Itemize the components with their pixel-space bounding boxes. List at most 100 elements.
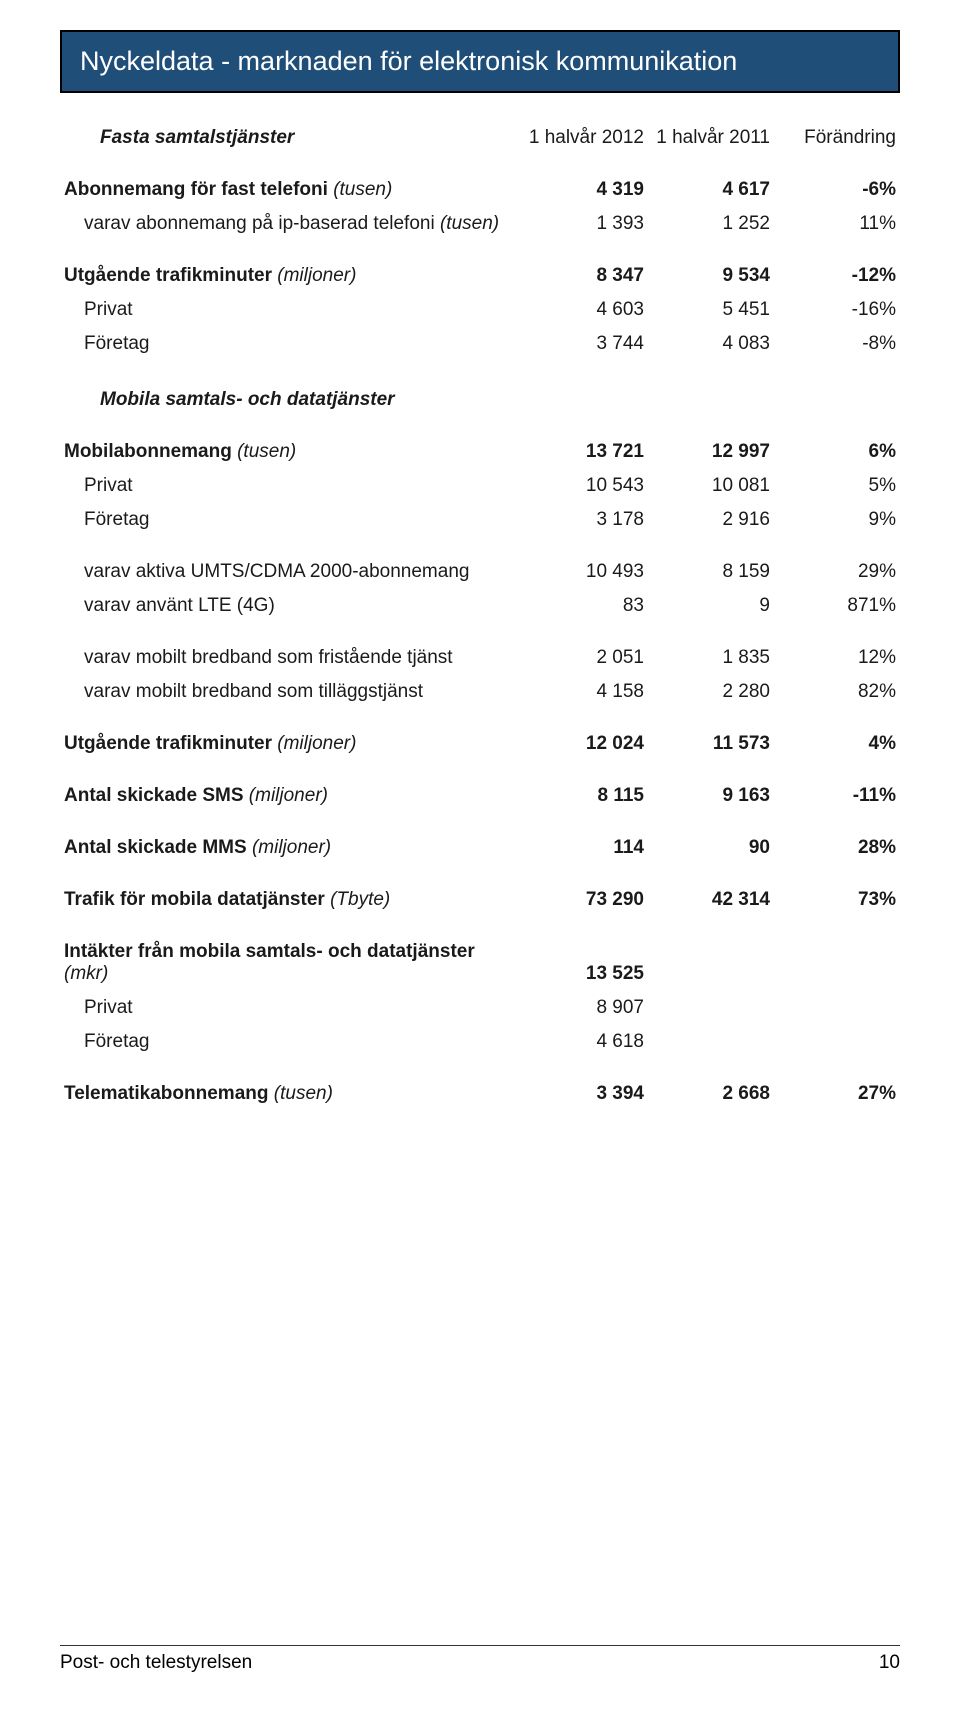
spacer — [60, 761, 900, 779]
row-label: Privat — [60, 469, 522, 503]
cell: 29% — [774, 555, 900, 589]
section-mobila: Mobila samtals- och datatjänster — [60, 361, 900, 417]
cell — [774, 935, 900, 991]
spacer — [60, 241, 900, 259]
row-label: Telematikabonnemang — [64, 1083, 274, 1104]
row-unit: (miljoner) — [252, 837, 331, 858]
table-row: Mobilabonnemang (tusen) 13 721 12 997 6% — [60, 435, 900, 469]
row-label: Intäkter från mobila samtals- och datatj… — [64, 941, 475, 962]
cell: 2 668 — [648, 1077, 774, 1111]
table-row: Intäkter från mobila samtals- och datatj… — [60, 935, 900, 991]
table-row: varav mobilt bredband som tilläggstjänst… — [60, 675, 900, 709]
cell: 11 573 — [648, 727, 774, 761]
cell: 2 280 — [648, 675, 774, 709]
row-unit: (tusen) — [274, 1083, 333, 1104]
spacer — [60, 917, 900, 935]
cell: 4 617 — [648, 173, 774, 207]
table-row: Trafik för mobila datatjänster (Tbyte) 7… — [60, 883, 900, 917]
row-label: varav aktiva UMTS/CDMA 2000-abonnemang — [60, 555, 522, 589]
cell: -8% — [774, 327, 900, 361]
cell: 5% — [774, 469, 900, 503]
data-table: Fasta samtalstjänster 1 halvår 2012 1 ha… — [60, 121, 900, 1111]
row-label: Trafik för mobila datatjänster — [64, 889, 330, 910]
cell: 8 907 — [522, 991, 648, 1025]
spacer — [60, 623, 900, 641]
cell: 12 997 — [648, 435, 774, 469]
row-label: Företag — [60, 503, 522, 537]
row-label: varav använt LTE (4G) — [60, 589, 522, 623]
table-row: Utgående trafikminuter (miljoner) 8 347 … — [60, 259, 900, 293]
cell: 5 451 — [648, 293, 774, 327]
cell: 90 — [648, 831, 774, 865]
row-label: Privat — [60, 991, 522, 1025]
table-row: Privat 8 907 — [60, 991, 900, 1025]
row-label: varav abonnemang på ip-baserad telefoni — [84, 213, 440, 234]
cell: 82% — [774, 675, 900, 709]
spacer — [60, 155, 900, 173]
col-header-2011: 1 halvår 2011 — [648, 121, 774, 155]
cell: 10 081 — [648, 469, 774, 503]
cell — [648, 1025, 774, 1059]
row-unit: (tusen) — [333, 179, 392, 200]
cell: 2 916 — [648, 503, 774, 537]
table-row: Antal skickade SMS (miljoner) 8 115 9 16… — [60, 779, 900, 813]
cell: 114 — [522, 831, 648, 865]
cell: 4 603 — [522, 293, 648, 327]
col-header-2012: 1 halvår 2012 — [522, 121, 648, 155]
row-label: Utgående trafikminuter — [64, 265, 277, 286]
cell: 11% — [774, 207, 900, 241]
spacer — [60, 865, 900, 883]
table-row: Företag 4 618 — [60, 1025, 900, 1059]
cell: 4 083 — [648, 327, 774, 361]
col-header-change: Förändring — [774, 121, 900, 155]
cell: 4 319 — [522, 173, 648, 207]
cell: 10 543 — [522, 469, 648, 503]
cell: 4 158 — [522, 675, 648, 709]
table-row: Antal skickade MMS (miljoner) 114 90 28% — [60, 831, 900, 865]
cell: 13 721 — [522, 435, 648, 469]
table-row: varav använt LTE (4G) 83 9 871% — [60, 589, 900, 623]
row-label: Abonnemang för fast telefoni — [64, 179, 328, 200]
footer-left: Post- och telestyrelsen — [60, 1652, 252, 1674]
row-label: Utgående trafikminuter — [64, 733, 277, 754]
cell: 3 744 — [522, 327, 648, 361]
row-label: varav mobilt bredband som fristående tjä… — [60, 641, 522, 675]
cell: 12 024 — [522, 727, 648, 761]
cell: 10 493 — [522, 555, 648, 589]
table-row: Privat 10 543 10 081 5% — [60, 469, 900, 503]
cell: -11% — [774, 779, 900, 813]
row-unit: (Tbyte) — [330, 889, 390, 910]
table-row: Abonnemang för fast telefoni (tusen) 4 3… — [60, 173, 900, 207]
table-row: Företag 3 178 2 916 9% — [60, 503, 900, 537]
row-label: Antal skickade MMS — [64, 837, 252, 858]
section-fasta: Fasta samtalstjänster — [60, 121, 522, 155]
cell: 4 618 — [522, 1025, 648, 1059]
cell: 9 163 — [648, 779, 774, 813]
cell: 83 — [522, 589, 648, 623]
cell: 3 394 — [522, 1077, 648, 1111]
cell: -16% — [774, 293, 900, 327]
header-row: Fasta samtalstjänster 1 halvår 2012 1 ha… — [60, 121, 900, 155]
row-label: Företag — [60, 1025, 522, 1059]
row-unit: (mkr) — [64, 963, 108, 984]
cell: 42 314 — [648, 883, 774, 917]
cell: 1 252 — [648, 207, 774, 241]
cell — [774, 1025, 900, 1059]
cell: 27% — [774, 1077, 900, 1111]
cell: 8 115 — [522, 779, 648, 813]
footer-page-number: 10 — [879, 1652, 900, 1674]
spacer — [60, 709, 900, 727]
cell: 871% — [774, 589, 900, 623]
cell: 13 525 — [522, 935, 648, 991]
table-row: varav abonnemang på ip-baserad telefoni … — [60, 207, 900, 241]
cell: 9 — [648, 589, 774, 623]
page-footer: Post- och telestyrelsen 10 — [60, 1645, 900, 1674]
row-label: varav mobilt bredband som tilläggstjänst — [60, 675, 522, 709]
cell: 9 534 — [648, 259, 774, 293]
page-container: Nyckeldata - marknaden för elektronisk k… — [0, 0, 960, 1712]
title-box: Nyckeldata - marknaden för elektronisk k… — [60, 30, 900, 93]
cell: 28% — [774, 831, 900, 865]
row-label: Mobilabonnemang — [64, 441, 237, 462]
spacer — [60, 1059, 900, 1077]
row-unit: (miljoner) — [249, 785, 328, 806]
